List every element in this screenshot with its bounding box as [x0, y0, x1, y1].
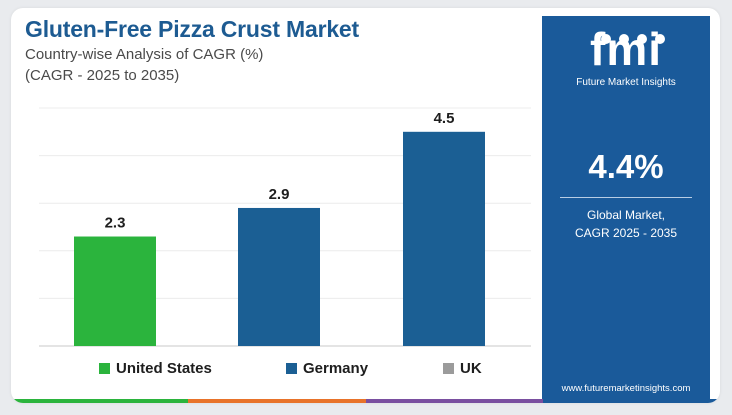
bar-united-states	[74, 236, 156, 346]
legend-item: United States	[99, 360, 212, 377]
fmi-logo: fmi Future Market Insights	[542, 23, 710, 88]
legend-swatch	[286, 363, 297, 374]
global-cagr-value: 4.4%	[588, 148, 664, 185]
data-label: 2.3	[105, 215, 126, 232]
kpi-label-line2: CAGR 2025 - 2035	[574, 226, 678, 240]
logo-dots-icon	[601, 34, 665, 44]
chart-legend: United States Germany UK	[11, 360, 541, 382]
legend-item: Germany	[286, 360, 368, 377]
legend-label: Germany	[303, 360, 369, 377]
chart-subtitle: Country-wise Analysis of CAGR (%)	[25, 46, 264, 63]
logo-wordmark: fmi	[590, 23, 662, 75]
bar-chart: 2.3 2.9 4.5	[39, 107, 531, 347]
legend-swatch	[443, 363, 454, 374]
global-cagr-label: Global Market, CAGR 2025 - 2035	[542, 206, 710, 242]
footer-color-segment	[542, 399, 720, 403]
footer-color-segment	[188, 399, 366, 403]
bar-uk	[403, 131, 485, 346]
legend-swatch	[99, 363, 110, 374]
bar-germany	[238, 207, 320, 346]
sidebar-panel: fmi Future Market Insights 4.4% Global M…	[542, 16, 710, 399]
legend-label: United States	[116, 360, 212, 377]
chart-title: Gluten-Free Pizza Crust Market	[25, 16, 359, 42]
data-label: 2.9	[269, 186, 290, 203]
kpi-divider	[560, 197, 692, 198]
footer-color-segment	[11, 399, 189, 403]
footer-color-segment	[365, 399, 543, 403]
infographic-card: Gluten-Free Pizza Crust Market Country-w…	[11, 8, 720, 403]
website-link[interactable]: www.futuremarketinsights.com	[561, 383, 691, 394]
legend-item: UK	[443, 360, 482, 377]
logo-tagline: Future Market Insights	[576, 77, 676, 88]
footer-color-bar	[11, 399, 720, 403]
data-label: 4.5	[434, 110, 455, 127]
kpi-label-line1: Global Market,	[586, 208, 666, 222]
legend-label: UK	[460, 360, 482, 377]
chart-period: (CAGR - 2025 to 2035)	[25, 67, 180, 84]
